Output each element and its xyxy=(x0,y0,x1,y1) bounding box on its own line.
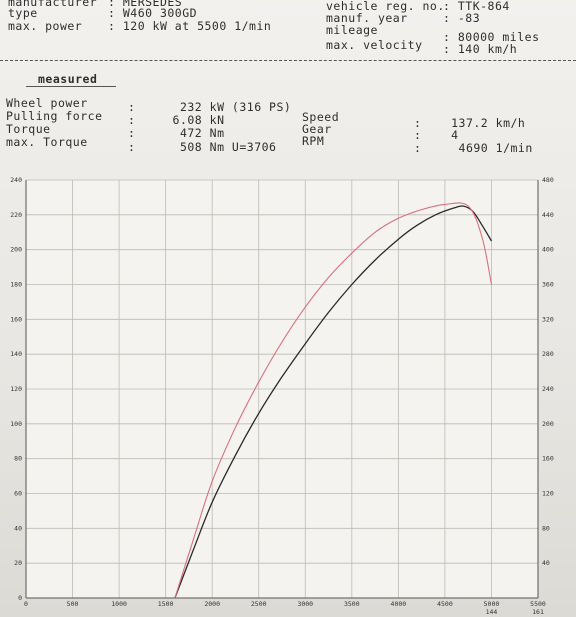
y-right-tick-label: 280 xyxy=(542,350,554,358)
type-value: : W460 300GD xyxy=(108,6,198,20)
pulling-force-value: : 6.08 kN xyxy=(128,113,225,127)
series-line-torque-curve xyxy=(174,202,493,599)
reg-no-label: vehicle reg. no. xyxy=(326,0,445,13)
y-right-tick-label: 440 xyxy=(542,211,554,219)
manufacturer-label: manufacturer xyxy=(8,0,98,9)
y-right-tick-label: 40 xyxy=(542,559,550,567)
torque-value: : 472 Nm xyxy=(128,126,225,140)
y-left-tick-label: 60 xyxy=(14,490,22,498)
y-right-tick-label: 360 xyxy=(542,281,554,289)
x-tick-label: 0 xyxy=(24,600,28,608)
wheel-power-label: Wheel power xyxy=(6,96,88,110)
x-tick-label: 4500 xyxy=(437,600,453,608)
y-right-tick-label: 480 xyxy=(542,176,554,184)
y-left-tick-label: 120 xyxy=(10,385,22,393)
y-left-tick-label: 240 xyxy=(10,176,22,184)
y-left-tick-label: 100 xyxy=(10,420,22,428)
y-left-tick-label: 160 xyxy=(10,315,22,323)
mileage-label: mileage xyxy=(326,23,378,37)
max-velocity-value: : 140 km/h xyxy=(443,42,518,56)
speed-label: Speed xyxy=(302,110,340,124)
x-tick-label: 5500 xyxy=(530,600,546,608)
max-power-value: : 120 kW at 5500 1/min xyxy=(108,19,272,33)
measured-heading: measured xyxy=(38,72,98,86)
x-tick-label: 1500 xyxy=(158,600,174,608)
rpm-label: RPM xyxy=(302,134,325,148)
gear-label: Gear xyxy=(302,122,332,136)
y-right-tick-label: 400 xyxy=(542,246,554,254)
x-tick-label: 5000 xyxy=(484,600,500,608)
manuf-year-value: : -83 xyxy=(443,11,481,25)
y-left-tick-label: 0 xyxy=(18,594,22,602)
y-left-tick-label: 180 xyxy=(10,281,22,289)
max-torque-value: : 508 Nm U=3706 xyxy=(128,140,277,154)
y-right-tick-label: 120 xyxy=(542,490,554,498)
y-right-tick-label: 240 xyxy=(542,385,554,393)
manufacturer-value: : MERSEDES xyxy=(108,0,183,9)
y-left-tick-label: 80 xyxy=(14,455,22,463)
reg-no-value: : TTK-864 xyxy=(443,0,510,13)
gear-value: : 4 xyxy=(414,128,459,142)
y-right-tick-label: 160 xyxy=(542,455,554,463)
x-tick-label: 1000 xyxy=(111,600,127,608)
x-tick-label: 3000 xyxy=(297,600,313,608)
x-tick-label: 3500 xyxy=(344,600,360,608)
x-tick-label: 2000 xyxy=(204,600,220,608)
max-torque-label: max. Torque xyxy=(6,135,88,149)
manuf-year-label: manuf. year xyxy=(326,11,408,25)
max-power-label: max. power xyxy=(8,19,83,33)
y-left-tick-label: 40 xyxy=(14,524,22,532)
rpm-value: : 4690 1/min xyxy=(414,141,533,155)
speed-value: : 137.2 km/h xyxy=(414,116,526,130)
y-left-tick-label: 220 xyxy=(10,211,22,219)
x-sub-tick-label: 144 xyxy=(486,608,498,616)
y-left-tick-label: 140 xyxy=(10,350,22,358)
separator-line xyxy=(0,60,576,61)
mileage-value: : 80000 miles xyxy=(443,30,540,44)
y-right-tick-label: 320 xyxy=(542,315,554,323)
y-left-tick-label: 20 xyxy=(14,559,22,567)
torque-label: Torque xyxy=(6,122,51,136)
x-tick-label: 2500 xyxy=(251,600,267,608)
y-right-tick-label: 200 xyxy=(542,420,554,428)
type-label: type xyxy=(8,6,38,20)
wheel-power-value: : 232 kW (316 PS) xyxy=(128,100,292,114)
max-velocity-label: max. velocity xyxy=(326,38,423,52)
x-tick-label: 4000 xyxy=(391,600,407,608)
y-left-tick-label: 200 xyxy=(10,246,22,254)
x-sub-tick-label: 161 xyxy=(532,608,544,616)
y-right-tick-label: 80 xyxy=(542,524,550,532)
pulling-force-label: Pulling force xyxy=(6,109,103,123)
measured-underline xyxy=(26,86,116,87)
x-tick-label: 500 xyxy=(67,600,79,608)
series-line-power-curve xyxy=(174,205,493,599)
